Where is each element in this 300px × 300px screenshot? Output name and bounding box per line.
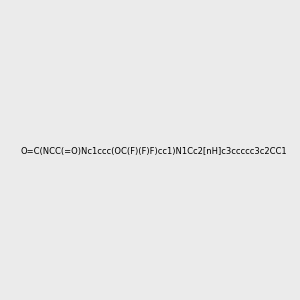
Text: O=C(NCC(=O)Nc1ccc(OC(F)(F)F)cc1)N1Cc2[nH]c3ccccc3c2CC1: O=C(NCC(=O)Nc1ccc(OC(F)(F)F)cc1)N1Cc2[nH…: [20, 147, 287, 156]
